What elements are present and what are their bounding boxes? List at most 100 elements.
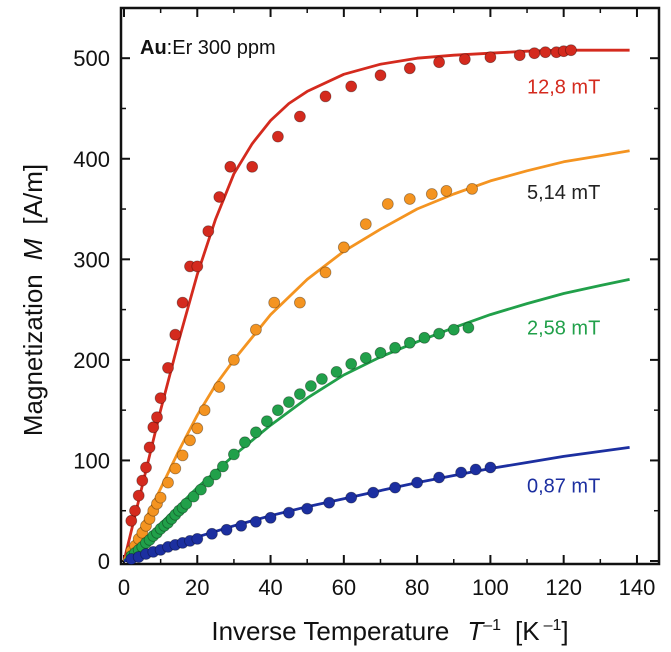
- series-fit-line: [122, 149, 630, 562]
- data-point: [403, 193, 416, 205]
- data-point: [433, 471, 446, 484]
- data-point: [282, 506, 295, 519]
- data-point: [176, 296, 189, 309]
- data-point: [433, 327, 446, 340]
- data-point: [389, 341, 402, 354]
- data-point: [319, 90, 332, 103]
- data-point: [315, 373, 328, 385]
- data-point: [220, 523, 233, 536]
- data-point: [462, 321, 475, 334]
- data-point: [191, 533, 204, 545]
- data-point: [403, 336, 416, 349]
- data-point: [191, 260, 204, 273]
- y-tick-label: 100: [73, 448, 110, 473]
- x-axis-title: Inverse Temperature T–1 [K –1]: [211, 616, 568, 646]
- data-point: [411, 476, 424, 489]
- data-point: [209, 468, 222, 481]
- data-point: [187, 490, 200, 503]
- data-point: [143, 441, 156, 454]
- data-point: [359, 351, 372, 364]
- data-point: [246, 160, 259, 173]
- data-point: [176, 449, 189, 462]
- series-label: 0,87 mT: [527, 476, 600, 498]
- data-point: [466, 182, 479, 195]
- data-point: [202, 475, 215, 488]
- data-point: [539, 46, 552, 59]
- data-point: [154, 392, 167, 405]
- data-point: [337, 241, 350, 254]
- x-axis-unit-open: [K: [515, 616, 540, 646]
- series-group: 12,8 mT: [122, 44, 630, 562]
- series-group: 2,58 mT: [123, 278, 630, 562]
- x-tick-label: 60: [332, 575, 356, 600]
- x-tick-label: 0: [118, 575, 130, 600]
- data-point: [151, 411, 163, 424]
- data-point: [184, 434, 196, 447]
- data-point: [249, 515, 262, 528]
- data-point: [224, 160, 237, 173]
- x-axis-title-sup: –1: [483, 617, 501, 634]
- data-point: [238, 436, 251, 449]
- data-point: [191, 422, 204, 435]
- data-point: [301, 502, 314, 515]
- data-point: [447, 323, 460, 336]
- data-point: [216, 460, 229, 473]
- x-tick-label: 120: [545, 575, 582, 600]
- data-point: [304, 380, 317, 392]
- data-point: [455, 466, 468, 479]
- series-group: 5,14 mT: [122, 149, 630, 562]
- data-point: [345, 80, 358, 93]
- data-point: [440, 184, 453, 197]
- data-point: [282, 396, 295, 409]
- y-tick-label: 300: [73, 247, 110, 272]
- data-point: [513, 49, 526, 62]
- data-point: [268, 296, 281, 309]
- data-point: [132, 489, 145, 502]
- y-axis-title: Magnetization M [A/m]: [18, 164, 48, 436]
- data-point: [249, 323, 262, 336]
- y-tick-label: 500: [73, 46, 110, 71]
- data-point: [374, 69, 387, 82]
- x-tick-label: 80: [405, 575, 429, 600]
- data-point: [154, 491, 167, 504]
- annotation-rest: :Er 300 ppm: [167, 37, 276, 59]
- data-point: [140, 461, 152, 474]
- x-tick-label: 40: [258, 575, 282, 600]
- data-point: [249, 426, 262, 439]
- data-point: [565, 44, 577, 57]
- y-axis-ticks: 0 100 200 300 400 500: [73, 46, 659, 574]
- data-point: [293, 296, 306, 309]
- data-point: [345, 491, 358, 504]
- data-point: [359, 218, 372, 231]
- data-point: [136, 474, 149, 487]
- data-point: [205, 527, 218, 540]
- annotation-bold: Au: [140, 37, 167, 59]
- x-axis-title-symbol: T: [467, 616, 485, 646]
- data-point: [367, 486, 380, 499]
- data-point: [227, 448, 240, 461]
- data-point: [213, 191, 226, 203]
- y-tick-label: 200: [73, 348, 110, 373]
- data-point: [433, 56, 446, 69]
- data-point: [469, 463, 482, 476]
- data-point: [330, 365, 343, 378]
- series-label: 5,14 mT: [527, 182, 600, 204]
- data-point: [484, 461, 497, 474]
- data-point: [323, 496, 336, 509]
- y-axis-title-symbol: M: [18, 238, 48, 260]
- y-tick-label: 400: [73, 147, 110, 172]
- data-point: [264, 511, 277, 524]
- plot-frame: [119, 6, 661, 566]
- x-tick-label: 100: [472, 575, 509, 600]
- data-point: [374, 346, 387, 359]
- data-point: [169, 328, 182, 341]
- data-point: [125, 514, 138, 527]
- x-axis-unit-close: ]: [561, 616, 568, 646]
- series-label: 2,58 mT: [527, 318, 600, 340]
- x-tick-label: 20: [185, 575, 209, 600]
- x-axis-unit-sup: –1: [544, 617, 562, 634]
- data-point: [389, 481, 402, 494]
- x-axis-ticks: 0 20 40 60 80 100 120 140: [118, 8, 655, 600]
- data-point: [293, 110, 306, 123]
